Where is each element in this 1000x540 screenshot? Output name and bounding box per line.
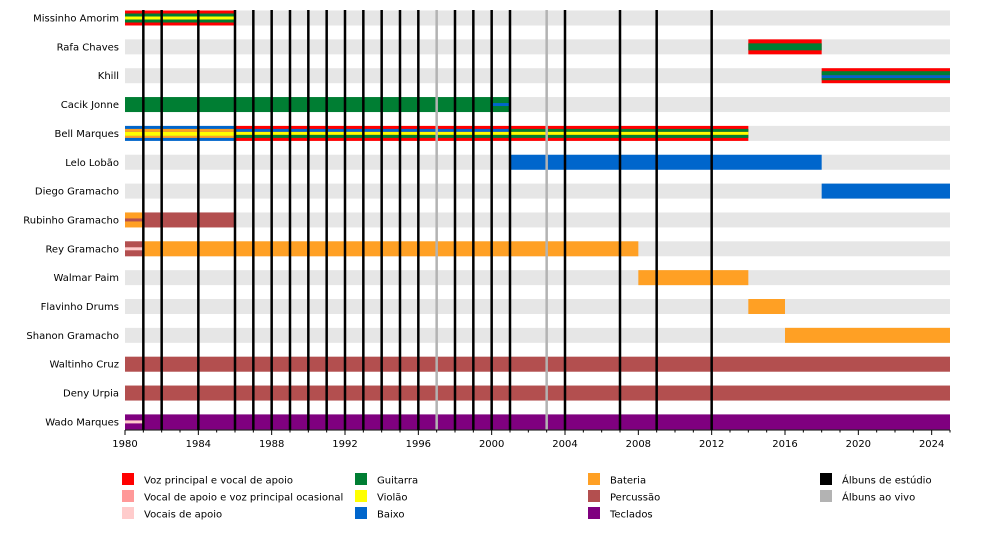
bar-flavinho-drums-2014 (748, 299, 785, 314)
legend-label-percussion: Percussão (610, 493, 660, 504)
x-axis: 1980 1984 1988 1992 1996 2000 2004 2008 2012 2016… (112, 429, 951, 450)
member-label-deny-urpia: Deny Urpia (63, 389, 119, 400)
x-tick-label-2012: 2012 (699, 439, 724, 450)
bar-rubinho-gramacho-1980-percussion (125, 218, 144, 222)
legend-label-studio: Álbuns de estúdio (842, 474, 932, 487)
bar-missinho-amorim-1980-guitar (125, 13, 235, 17)
legend-swatch-percussion (588, 490, 600, 502)
legend-label-lead: Voz principal e vocal de apoio (144, 476, 293, 487)
bar-missinho-amorim-1980-guitar-2 (125, 19, 235, 23)
bar-cacik-jonne-2000-bass (491, 103, 510, 107)
member-label-wado-marques: Wado Marques (45, 417, 119, 428)
x-tick-label-1984: 1984 (186, 439, 211, 450)
bar-bell-marques-2001-guitar (510, 128, 749, 132)
member-label-khill: Khill (98, 71, 119, 82)
row-bg-missinho-amorim (125, 10, 950, 26)
bar-missinho-amorim-1980-acoustic (125, 16, 235, 20)
row-bg-diego-gramacho (125, 183, 950, 199)
album-lines (142, 10, 713, 430)
member-label-lelo-lobao: Lelo Lobão (65, 158, 119, 169)
bar-khill-2018-bass (821, 75, 950, 79)
legend-swatch-keys (588, 507, 600, 519)
member-label-rubinho-gramacho: Rubinho Gramacho (23, 215, 119, 226)
legend-label-backing: Vocais de apoio (144, 510, 222, 521)
legend-swatch-acoustic (355, 490, 367, 502)
legend-swatch-guitar (355, 473, 367, 485)
legend-label-acoustic: Violão (377, 493, 408, 504)
bar-shanon-gramacho-2016 (785, 327, 950, 343)
member-label-walmar-paim: Walmar Paim (53, 273, 119, 284)
legend-label-bass: Baixo (377, 510, 405, 521)
x-tick-label-2024: 2024 (919, 439, 944, 450)
row-bg-flavinho-drums (125, 299, 950, 314)
legend-swatch-live (820, 490, 832, 502)
bar-bell-marques-1986-guitar (235, 134, 510, 138)
legend-swatch-lead (122, 473, 134, 485)
bar-lelo-lobao-2001 (510, 154, 822, 170)
legend-label-backing_occasional_lead: Vocal de apoio e voz principal ocasional (144, 493, 343, 504)
bar-wado-marques-1980-backing (125, 420, 144, 424)
member-label-flavinho-drums: Flavinho Drums (41, 302, 119, 313)
bar-khill-2018-guitar-2 (821, 78, 950, 81)
legend-label-keys: Teclados (609, 510, 653, 521)
bar-bell-marques-1980-drums (125, 128, 235, 132)
x-tick-label-1992: 1992 (332, 439, 357, 450)
x-tick-label-2004: 2004 (552, 439, 577, 450)
member-label-bell-marques: Bell Marques (55, 129, 120, 140)
row-bg-rubinho-gramacho (125, 212, 950, 228)
legend-swatch-drums (588, 473, 600, 485)
member-label-shanon-gramacho: Shanon Gramacho (26, 331, 119, 342)
legend: Voz principal e vocal de apoio Vocal de a… (122, 473, 932, 521)
bar-rafa-chaves-2014-guitar (748, 43, 822, 51)
bar-bell-marques-1980-acoustic (125, 131, 235, 136)
bar-bell-marques-1986-bass (235, 128, 510, 132)
row-bg-khill (125, 68, 950, 84)
row-bg-walmar-paim (125, 270, 950, 286)
member-labels: Missinho Amorim Rafa Chaves Khill Cacik Jon… (23, 14, 119, 429)
bar-deny-urpia-1980 (125, 385, 950, 401)
legend-swatch-backing_occasional_lead (122, 490, 134, 502)
x-tick-label-1980: 1980 (112, 439, 137, 450)
member-label-waltinho-cruz: Waltinho Cruz (49, 360, 119, 371)
bar-bell-marques-2001-acoustic (510, 131, 749, 135)
legend-swatch-studio (820, 473, 832, 485)
member-label-rey-gramacho: Rey Gramacho (45, 244, 119, 255)
x-tick-label-2016: 2016 (772, 439, 797, 450)
row-bg-shanon-gramacho (125, 327, 950, 343)
member-label-rafa-chaves: Rafa Chaves (57, 42, 119, 53)
x-tick-label-2000: 2000 (479, 439, 504, 450)
bar-khill-2018-guitar (821, 71, 950, 76)
member-label-missinho-amorim: Missinho Amorim (33, 14, 119, 25)
member-bars (125, 10, 951, 430)
row-bg-rafa-chaves (125, 39, 950, 55)
bar-bell-marques-1980-drums-2 (125, 135, 235, 138)
x-tick-label-1988: 1988 (259, 439, 284, 450)
legend-swatch-backing (122, 507, 134, 519)
bar-rey-gramacho-1980-backing (125, 247, 144, 251)
member-label-cacik-jonne: Cacik Jonne (61, 100, 119, 111)
legend-swatch-bass (355, 507, 367, 519)
bar-walmar-paim-2008 (638, 270, 749, 286)
legend-label-live: Álbuns ao vivo (842, 491, 915, 504)
member-label-diego-gramacho: Diego Gramacho (35, 187, 119, 198)
bar-bell-marques-1986-acoustic (235, 131, 510, 135)
bar-waltinho-cruz-1980 (125, 356, 950, 372)
legend-label-guitar: Guitarra (377, 476, 418, 487)
bar-rey-gramacho-1981 (143, 241, 639, 257)
bar-diego-gramacho-2018 (821, 183, 950, 199)
x-tick-label-2020: 2020 (846, 439, 871, 450)
legend-label-drums: Bateria (610, 476, 646, 487)
bar-rubinho-gramacho-1981 (143, 212, 235, 228)
bar-bell-marques-2001-guitar-2 (510, 134, 749, 138)
x-tick-label-2008: 2008 (626, 439, 651, 450)
x-tick-label-1996: 1996 (406, 439, 431, 450)
